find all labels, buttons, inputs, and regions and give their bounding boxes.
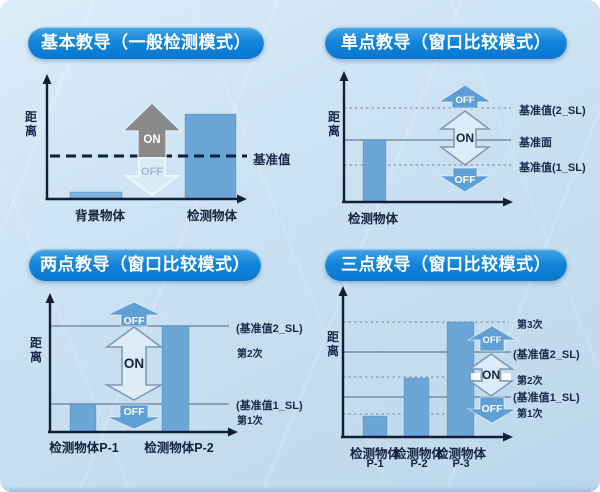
on-window-arrow: [104, 326, 164, 401]
y-axis-label: 距离: [24, 110, 37, 138]
off-bottom-label: OFF: [482, 403, 504, 415]
two-point-chart: OFF ON OFF: [45, 293, 238, 437]
x-label-detection-object: 检测物体: [186, 209, 237, 223]
on-label: ON: [143, 134, 160, 146]
bar-p2: [403, 377, 430, 438]
panel-title-three-point: 三点教导（窗口比较模式）: [325, 249, 567, 281]
reference-value-label: 基准值: [253, 153, 291, 167]
three-point-chart: OFF ON OFF: [338, 286, 518, 442]
bar-p2: [161, 325, 190, 433]
bar-p1: [362, 415, 388, 438]
off-top-label: OFF: [124, 315, 146, 327]
panel-title-single-point: 单点教导（窗口比较模式）: [325, 27, 567, 59]
x-axis-arrow-icon: [237, 194, 247, 204]
off-up-arrow: [106, 301, 162, 327]
x-label-p2: 检测物体P-2: [144, 441, 214, 455]
window-notch-left: [471, 373, 480, 380]
bar-p1: [69, 403, 97, 433]
step-label-3: 第3次: [517, 320, 543, 331]
panel-three-point-teaching: 三点教导（窗口比较模式） OFF ON OFF 距离 第3次 (基准值2_SL): [300, 246, 600, 492]
x-label-p1-line2: P-1: [366, 458, 384, 470]
panel-two-point-teaching: 两点教导（窗口比较模式） OFF ON OFF 距离 (基准值2_SL) 第2次…: [0, 246, 303, 492]
on-label: ON: [482, 368, 500, 382]
x-label-p1: 检测物体P-1: [49, 441, 119, 455]
x-label-p3-line2: P-3: [452, 458, 470, 470]
y-axis-label: 距离: [326, 330, 339, 358]
off-down-arrow: [122, 157, 182, 197]
x-label-p3-line1: 检测物体: [435, 447, 486, 461]
off-bottom-label: OFF: [124, 406, 146, 418]
on-window-arrow: [467, 353, 515, 397]
window-notch-right: [502, 373, 511, 380]
ref-label-2sl: (基准值2_SL): [513, 349, 580, 361]
ref-label-2sl: 基准值(2_SL): [519, 105, 586, 117]
x-label-p2-line2: P-2: [410, 458, 428, 470]
bar-detection-object: [362, 139, 387, 203]
bottom-edge-strip: [0, 486, 600, 492]
on-label: ON: [124, 356, 144, 371]
y-axis-label: 距离: [327, 110, 340, 138]
step-label-2: 第2次: [517, 376, 543, 387]
panel-title-basic: 基本教导（一般检测模式）: [28, 27, 264, 59]
x-label-p1-line1: 检测物体: [349, 447, 400, 461]
off-down-arrow: [438, 167, 492, 193]
x-label-p2-line1: 检测物体: [393, 447, 444, 461]
x-axis-arrow-icon: [228, 427, 238, 437]
basic-teaching-chart: ON OFF: [42, 74, 247, 204]
off-top-label: OFF: [456, 95, 475, 106]
ref-label-2sl: (基准值2_SL): [236, 323, 303, 335]
ref-label-1sl: (基准值1_SL): [236, 400, 303, 412]
on-window-arrow: [438, 110, 492, 166]
y-axis-arrow-icon: [339, 71, 349, 81]
off-top-label: OFF: [483, 335, 502, 346]
x-label-background-object: 背景物体: [74, 209, 125, 223]
y-axis-arrow-icon: [45, 293, 55, 303]
on-up-arrow: [121, 102, 183, 159]
step-label-1: 第1次: [237, 416, 263, 427]
y-axis-label: 距离: [29, 336, 42, 364]
off-label: OFF: [141, 166, 163, 178]
y-axis-arrow-icon: [42, 74, 52, 84]
ref-label-surface: 基准面: [519, 137, 552, 149]
single-point-chart: OFF ON OFF: [339, 71, 513, 207]
step-label-1: 第1次: [517, 409, 543, 420]
on-label: ON: [456, 131, 474, 145]
bar-p3: [446, 321, 475, 438]
ref-label-1sl: 基准值(1_SL): [519, 162, 586, 174]
off-down-arrow: [106, 404, 162, 430]
panel-single-point-teaching: 单点教导（窗口比较模式） OFF ON OFF 距离 基准值(2_SL) 基准面…: [300, 0, 600, 246]
off-bottom-label: OFF: [455, 174, 477, 186]
off-up-arrow: [437, 84, 493, 109]
off-up-arrow: [466, 325, 518, 352]
x-axis-arrow-icon: [503, 197, 513, 207]
panel-title-two-point: 两点教导（窗口比较模式）: [29, 249, 261, 281]
step-label-2: 第2次: [237, 349, 263, 360]
x-label-detection-object: 检测物体: [347, 212, 398, 226]
x-axis-arrow-icon: [503, 432, 513, 442]
panel-basic-teaching: 基本教导（一般检测模式） ON OFF 距离 基准值 背景物体 检测物体: [0, 0, 300, 246]
y-axis-arrow-icon: [338, 286, 348, 296]
off-down-arrow: [466, 396, 518, 424]
ref-label-1sl: (基准值1_SL): [513, 392, 580, 404]
